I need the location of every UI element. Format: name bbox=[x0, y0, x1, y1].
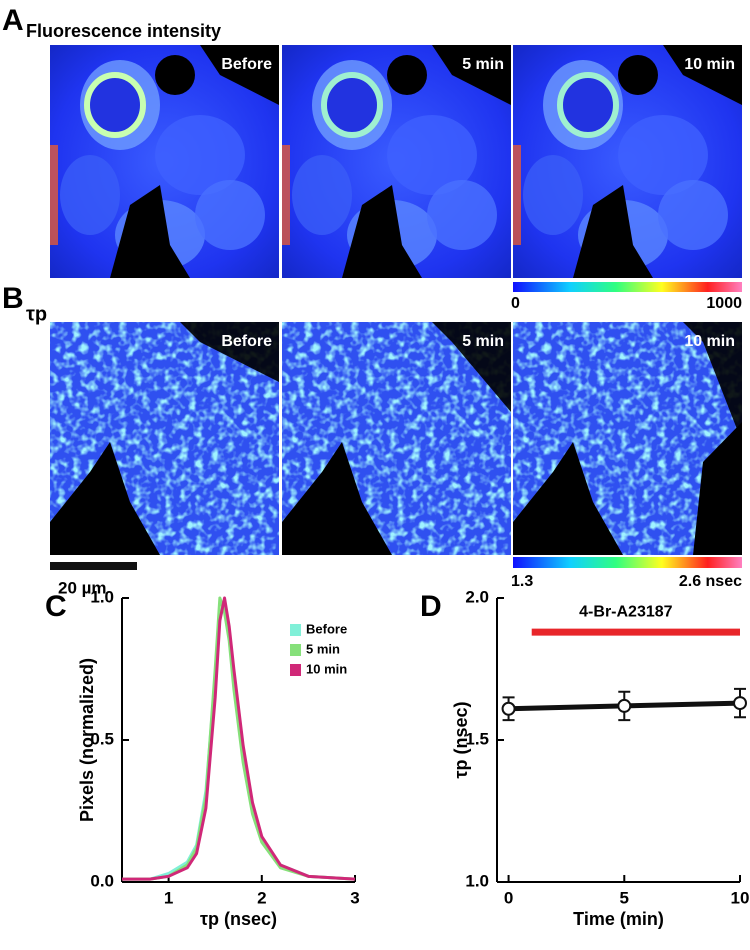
edge-glow bbox=[282, 145, 290, 245]
edge-glow bbox=[50, 145, 58, 245]
panel-label: B bbox=[2, 282, 24, 315]
dark-region bbox=[573, 45, 742, 278]
micrograph bbox=[50, 322, 279, 555]
cell bbox=[387, 115, 477, 195]
y-axis-label: Pixels (normalized) bbox=[77, 658, 97, 822]
series-line bbox=[122, 596, 356, 881]
scale-bar bbox=[50, 562, 137, 570]
micrograph bbox=[282, 322, 511, 555]
legend-swatch bbox=[290, 664, 301, 676]
y-tick-label: 1.5 bbox=[465, 729, 489, 748]
dark-region bbox=[432, 322, 511, 412]
dark-region bbox=[110, 45, 279, 278]
panel-label: C bbox=[45, 590, 67, 623]
data-point bbox=[733, 696, 747, 711]
y-tick-label: 1.0 bbox=[90, 587, 114, 606]
micrograph bbox=[282, 45, 511, 278]
x-tick-label: 1 bbox=[164, 888, 173, 907]
colorbar-label: 0 bbox=[511, 295, 520, 312]
colorbar-label: 1000 bbox=[706, 295, 742, 312]
x-axis-label: τp (nsec) bbox=[200, 909, 277, 929]
dark-region bbox=[683, 322, 742, 442]
dark-region bbox=[513, 442, 623, 555]
panel-title: Fluorescence intensity bbox=[26, 21, 221, 41]
image-label: Before bbox=[221, 56, 272, 73]
cell bbox=[60, 155, 120, 235]
micrograph bbox=[50, 45, 279, 278]
legend-label: Before bbox=[306, 621, 347, 636]
annotation: 4-Br-A23187 bbox=[579, 603, 672, 620]
legend-swatch bbox=[290, 644, 301, 656]
series-line bbox=[122, 596, 356, 881]
cell bbox=[155, 115, 245, 195]
colorbar-label: 2.6 nsec bbox=[679, 573, 742, 590]
legend-label: 10 min bbox=[306, 661, 347, 676]
panel-label: D bbox=[420, 590, 442, 623]
dark-region bbox=[693, 422, 742, 555]
image-label: 10 min bbox=[684, 333, 735, 350]
y-tick-label: 2.0 bbox=[465, 587, 489, 606]
cell bbox=[195, 180, 265, 250]
dark-region bbox=[342, 45, 511, 278]
x-tick-label: 0 bbox=[504, 888, 513, 907]
edge-glow bbox=[513, 145, 521, 245]
micrograph bbox=[513, 45, 742, 278]
panel-title: τp bbox=[26, 303, 47, 325]
scale-bar-label: 20 µm bbox=[58, 578, 107, 597]
colorbar bbox=[513, 282, 742, 292]
dark-region bbox=[282, 442, 392, 555]
cell-nucleus bbox=[84, 72, 146, 138]
x-axis-label: Time (min) bbox=[573, 909, 664, 929]
y-tick-label: 0.5 bbox=[90, 729, 114, 748]
legend-swatch bbox=[290, 624, 301, 636]
dark-region bbox=[618, 55, 658, 95]
x-tick-label: 5 bbox=[620, 888, 629, 907]
colorbar-label: 1.3 bbox=[511, 573, 533, 590]
cell bbox=[523, 155, 583, 235]
dark-region bbox=[387, 55, 427, 95]
y-tick-label: 0.0 bbox=[90, 871, 114, 890]
legend-label: 5 min bbox=[306, 641, 340, 656]
cell bbox=[618, 115, 708, 195]
image-label: 5 min bbox=[462, 56, 504, 73]
x-tick-label: 2 bbox=[257, 888, 266, 907]
image-label: 5 min bbox=[462, 333, 504, 350]
data-point bbox=[617, 698, 632, 713]
dark-region bbox=[155, 55, 195, 95]
dark-region bbox=[50, 442, 160, 555]
colorbar bbox=[513, 557, 742, 568]
cell-nucleus bbox=[557, 72, 619, 138]
image-label: 10 min bbox=[684, 56, 735, 73]
panel-label: A bbox=[2, 4, 24, 37]
y-tick-label: 1.0 bbox=[465, 871, 489, 890]
micrograph bbox=[513, 322, 742, 555]
image-label: Before bbox=[221, 333, 272, 350]
data-point bbox=[501, 701, 516, 716]
x-tick-label: 10 bbox=[731, 888, 750, 907]
cell bbox=[292, 155, 352, 235]
cell bbox=[427, 180, 497, 250]
cell-nucleus bbox=[321, 72, 383, 138]
x-tick-label: 3 bbox=[350, 888, 359, 907]
dark-region bbox=[180, 322, 279, 382]
cell bbox=[658, 180, 728, 250]
y-axis-label: τp (nsec) bbox=[451, 701, 471, 778]
